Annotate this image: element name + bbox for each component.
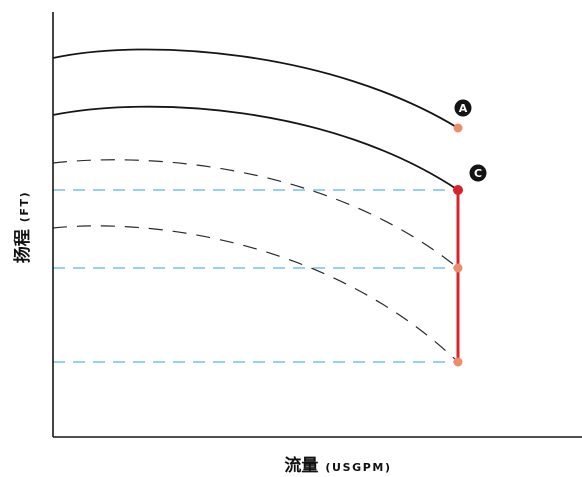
curve-end-points xyxy=(453,123,463,367)
marker-a-label: A xyxy=(459,102,468,115)
curve-c xyxy=(52,105,459,191)
x-axis-unit: (USGPM) xyxy=(325,461,391,474)
curve-a xyxy=(52,48,459,129)
dashed-curve-lower xyxy=(52,225,459,363)
marker-c-label: C xyxy=(474,167,482,180)
point-lower-dashed xyxy=(453,357,463,367)
solid-curves xyxy=(52,48,459,191)
x-axis-title: 流量 xyxy=(284,455,318,476)
y-axis-label: 扬程 (FT) xyxy=(12,191,33,263)
dashed-curves xyxy=(52,159,459,363)
point-a xyxy=(453,123,463,133)
marker-c-badge xyxy=(469,164,487,182)
marker-c: C xyxy=(469,164,487,182)
point-upper-dashed xyxy=(453,263,463,273)
y-axis-unit: (FT) xyxy=(18,191,31,222)
y-axis-title: 扬程 xyxy=(12,229,33,263)
marker-a: A xyxy=(454,99,472,117)
dashed-curve-upper xyxy=(52,159,459,269)
guide-lines xyxy=(53,189,458,363)
point-c xyxy=(453,185,463,195)
marker-a-badge xyxy=(454,99,472,117)
x-axis-label: 流量 (USGPM) xyxy=(284,455,391,476)
